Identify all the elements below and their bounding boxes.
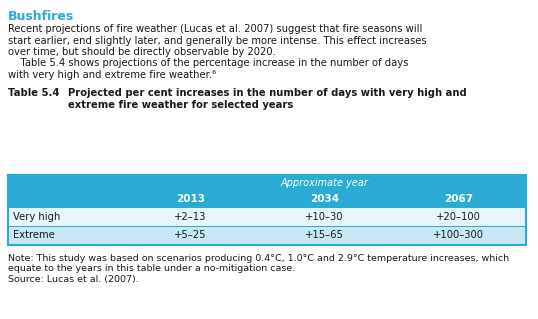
Text: Table 5.4: Table 5.4 [8,87,60,98]
Text: with very high and extreme fire weather.⁶: with very high and extreme fire weather.… [8,70,216,80]
Text: Source: Lucas et al. (2007).: Source: Lucas et al. (2007). [8,275,139,284]
Text: start earlier, end slightly later, and generally be more intense. This effect in: start earlier, end slightly later, and g… [8,35,427,46]
Bar [8,175,526,207]
Text: Very high: Very high [13,211,60,221]
Text: 2013: 2013 [176,194,204,204]
Text: over time, but should be directly observable by 2020.: over time, but should be directly observ… [8,47,276,57]
Text: extreme fire weather for selected years: extreme fire weather for selected years [68,100,293,109]
Text: 2067: 2067 [444,194,473,204]
Text: +100–300: +100–300 [433,231,484,241]
Text: Recent projections of fire weather (Lucas et al. 2007) suggest that fire seasons: Recent projections of fire weather (Luca… [8,24,422,34]
Text: equate to the years in this table under a no-mitigation case.: equate to the years in this table under … [8,264,295,273]
Text: +15–65: +15–65 [305,231,344,241]
Text: +2–13: +2–13 [174,211,207,221]
Text: 2034: 2034 [310,194,339,204]
Text: Extreme: Extreme [13,231,55,241]
Text: Approximate year: Approximate year [280,178,369,188]
Text: Bushfires: Bushfires [8,10,74,23]
Bar [8,226,526,245]
Text: Table 5.4 shows projections of the percentage increase in the number of days: Table 5.4 shows projections of the perce… [8,58,408,69]
Text: +20–100: +20–100 [436,211,482,221]
Text: +5–25: +5–25 [174,231,207,241]
Text: Projected per cent increases in the number of days with very high and: Projected per cent increases in the numb… [68,87,467,98]
Text: +10–30: +10–30 [305,211,344,221]
Bar [8,207,526,226]
Text: Note: This study was based on scenarios producing 0.4°C, 1.0°C and 2.9°C tempera: Note: This study was based on scenarios … [8,254,509,263]
